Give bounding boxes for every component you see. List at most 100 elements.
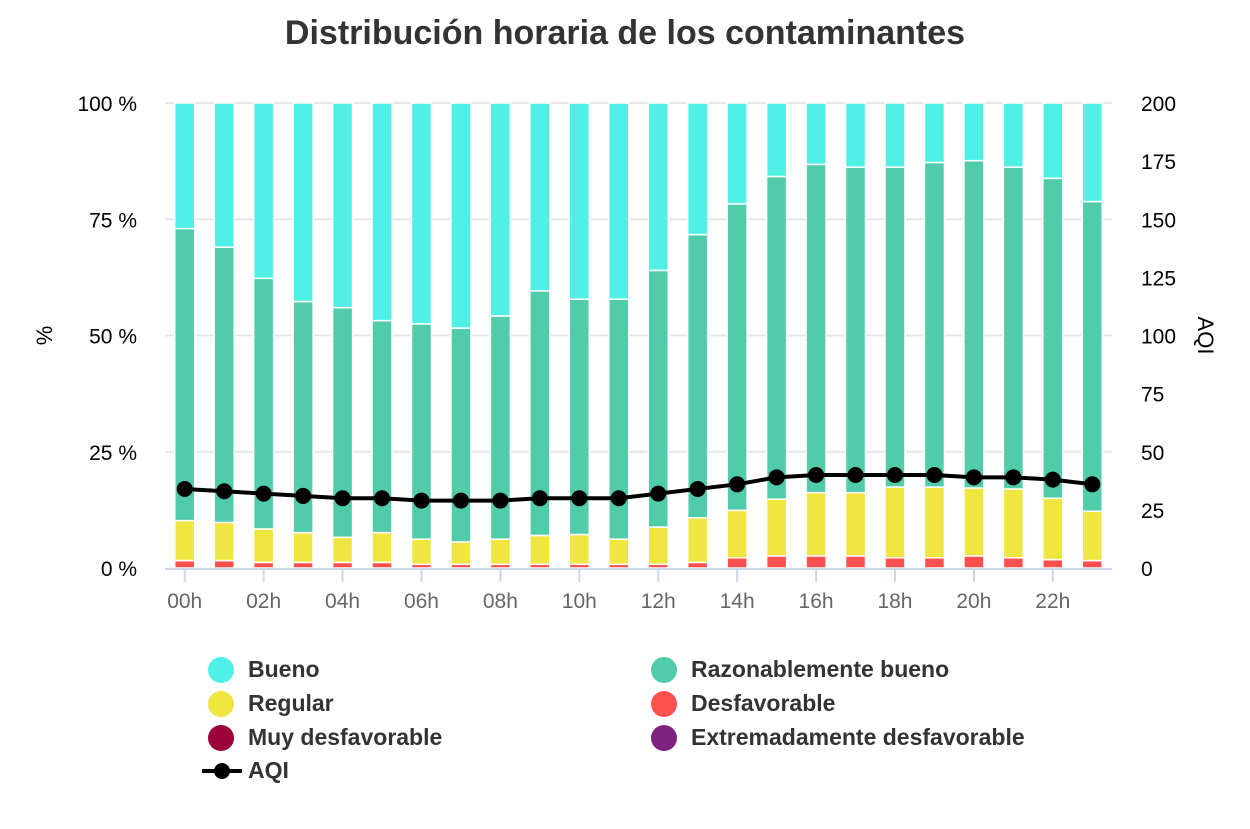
bar-segment[interactable] — [884, 166, 906, 488]
bar-segment[interactable] — [647, 526, 669, 566]
aqi-point[interactable] — [216, 483, 233, 500]
bar-segment[interactable] — [331, 536, 354, 564]
bar-segment[interactable] — [726, 102, 748, 205]
bar-segment[interactable] — [805, 491, 827, 557]
bar-segment[interactable] — [450, 541, 472, 566]
bar-segment[interactable] — [805, 163, 827, 494]
bar-segment[interactable] — [686, 233, 709, 519]
bar-segment[interactable] — [963, 555, 985, 569]
bar-segment[interactable] — [963, 102, 985, 162]
bar-segment[interactable] — [371, 102, 393, 322]
bar-segment[interactable] — [410, 538, 433, 566]
aqi-point[interactable] — [413, 492, 430, 509]
bar-segment[interactable] — [450, 327, 472, 543]
bar-segment[interactable] — [923, 486, 946, 559]
legend-item-extremadamente-desfavorable[interactable]: Extremadamente desfavorable — [651, 724, 1025, 751]
aqi-point[interactable] — [334, 490, 351, 507]
bar-segment[interactable] — [726, 509, 748, 559]
bar-segment[interactable] — [1042, 102, 1064, 180]
aqi-point[interactable] — [808, 467, 825, 483]
bar-segment[interactable] — [489, 102, 512, 317]
bar-segment[interactable] — [923, 161, 946, 488]
bar-segment[interactable] — [213, 246, 235, 524]
aqi-point[interactable] — [571, 490, 588, 507]
bar-segment[interactable] — [568, 102, 591, 300]
bar-segment[interactable] — [844, 491, 867, 557]
bar-segment[interactable] — [529, 534, 551, 566]
bar-segment[interactable] — [173, 519, 196, 562]
bar-segment[interactable] — [608, 102, 630, 300]
aqi-point[interactable] — [1005, 469, 1022, 486]
aqi-point[interactable] — [492, 492, 509, 509]
aqi-point[interactable] — [650, 485, 667, 502]
bar-segment[interactable] — [450, 102, 472, 329]
bar-segment[interactable] — [173, 559, 196, 569]
bar-segment[interactable] — [489, 538, 512, 566]
bar-segment[interactable] — [371, 561, 393, 569]
aqi-point[interactable] — [531, 490, 548, 507]
legend-item-regular[interactable]: Regular — [208, 690, 334, 717]
bar-segment[interactable] — [923, 557, 946, 569]
bar-segment[interactable] — [963, 487, 985, 557]
bar-segment[interactable] — [1081, 559, 1104, 569]
bar-segment[interactable] — [1002, 166, 1025, 490]
legend-item-muy-desfavorable[interactable]: Muy desfavorable — [208, 724, 442, 751]
aqi-point[interactable] — [374, 490, 391, 507]
bar-segment[interactable] — [726, 203, 748, 512]
bar-segment[interactable] — [410, 102, 433, 325]
bar-segment[interactable] — [1002, 488, 1025, 559]
bar-segment[interactable] — [292, 531, 314, 564]
bar-segment[interactable] — [213, 559, 235, 569]
bar-segment[interactable] — [213, 102, 235, 248]
bar-segment[interactable] — [292, 102, 314, 303]
bar-segment[interactable] — [331, 561, 354, 569]
legend-item-aqi[interactable]: AQI — [202, 757, 289, 784]
bar-segment[interactable] — [963, 159, 985, 489]
aqi-point[interactable] — [176, 480, 193, 497]
legend-item-bueno[interactable]: Bueno — [208, 656, 320, 683]
bar-segment[interactable] — [252, 102, 275, 280]
aqi-point[interactable] — [689, 480, 706, 497]
aqi-point[interactable] — [1084, 476, 1101, 493]
bar-segment[interactable] — [686, 517, 709, 564]
legend-item-desfavorable[interactable]: Desfavorable — [651, 690, 835, 717]
bar-segment[interactable] — [608, 538, 630, 566]
bar-segment[interactable] — [884, 102, 906, 168]
bar-segment[interactable] — [173, 102, 196, 230]
bar-segment[interactable] — [884, 486, 906, 559]
bar-segment[interactable] — [1081, 102, 1104, 203]
bar-segment[interactable] — [1081, 510, 1104, 562]
bar-segment[interactable] — [292, 561, 314, 569]
bar-segment[interactable] — [686, 102, 709, 236]
bar-segment[interactable] — [647, 102, 669, 272]
bar-segment[interactable] — [1002, 102, 1025, 168]
bar-segment[interactable] — [568, 533, 591, 566]
bar-segment[interactable] — [805, 555, 827, 569]
bar-segment[interactable] — [371, 531, 393, 564]
aqi-point[interactable] — [610, 490, 627, 507]
bar-segment[interactable] — [252, 561, 275, 569]
bar-segment[interactable] — [686, 561, 709, 569]
bar-segment[interactable] — [529, 102, 551, 292]
legend-item-razonablemente-bueno[interactable]: Razonablemente bueno — [651, 656, 949, 683]
bar-segment[interactable] — [884, 557, 906, 569]
bar-segment[interactable] — [1042, 177, 1064, 500]
bar-segment[interactable] — [1042, 497, 1064, 561]
bar-segment[interactable] — [213, 521, 235, 562]
bar-segment[interactable] — [923, 102, 946, 164]
bar-segment[interactable] — [765, 102, 788, 178]
aqi-point[interactable] — [847, 467, 864, 483]
aqi-point[interactable] — [886, 467, 903, 483]
bar-segment[interactable] — [252, 528, 275, 564]
aqi-point[interactable] — [926, 467, 943, 483]
aqi-point[interactable] — [295, 487, 312, 504]
aqi-point[interactable] — [768, 469, 785, 486]
bar-segment[interactable] — [765, 498, 788, 557]
bar-segment[interactable] — [331, 102, 354, 309]
bar-segment[interactable] — [844, 102, 867, 168]
bar-segment[interactable] — [844, 166, 867, 494]
bar-segment[interactable] — [844, 555, 867, 569]
bar-segment[interactable] — [765, 555, 788, 569]
bar-segment[interactable] — [1002, 557, 1025, 569]
aqi-point[interactable] — [965, 469, 982, 486]
